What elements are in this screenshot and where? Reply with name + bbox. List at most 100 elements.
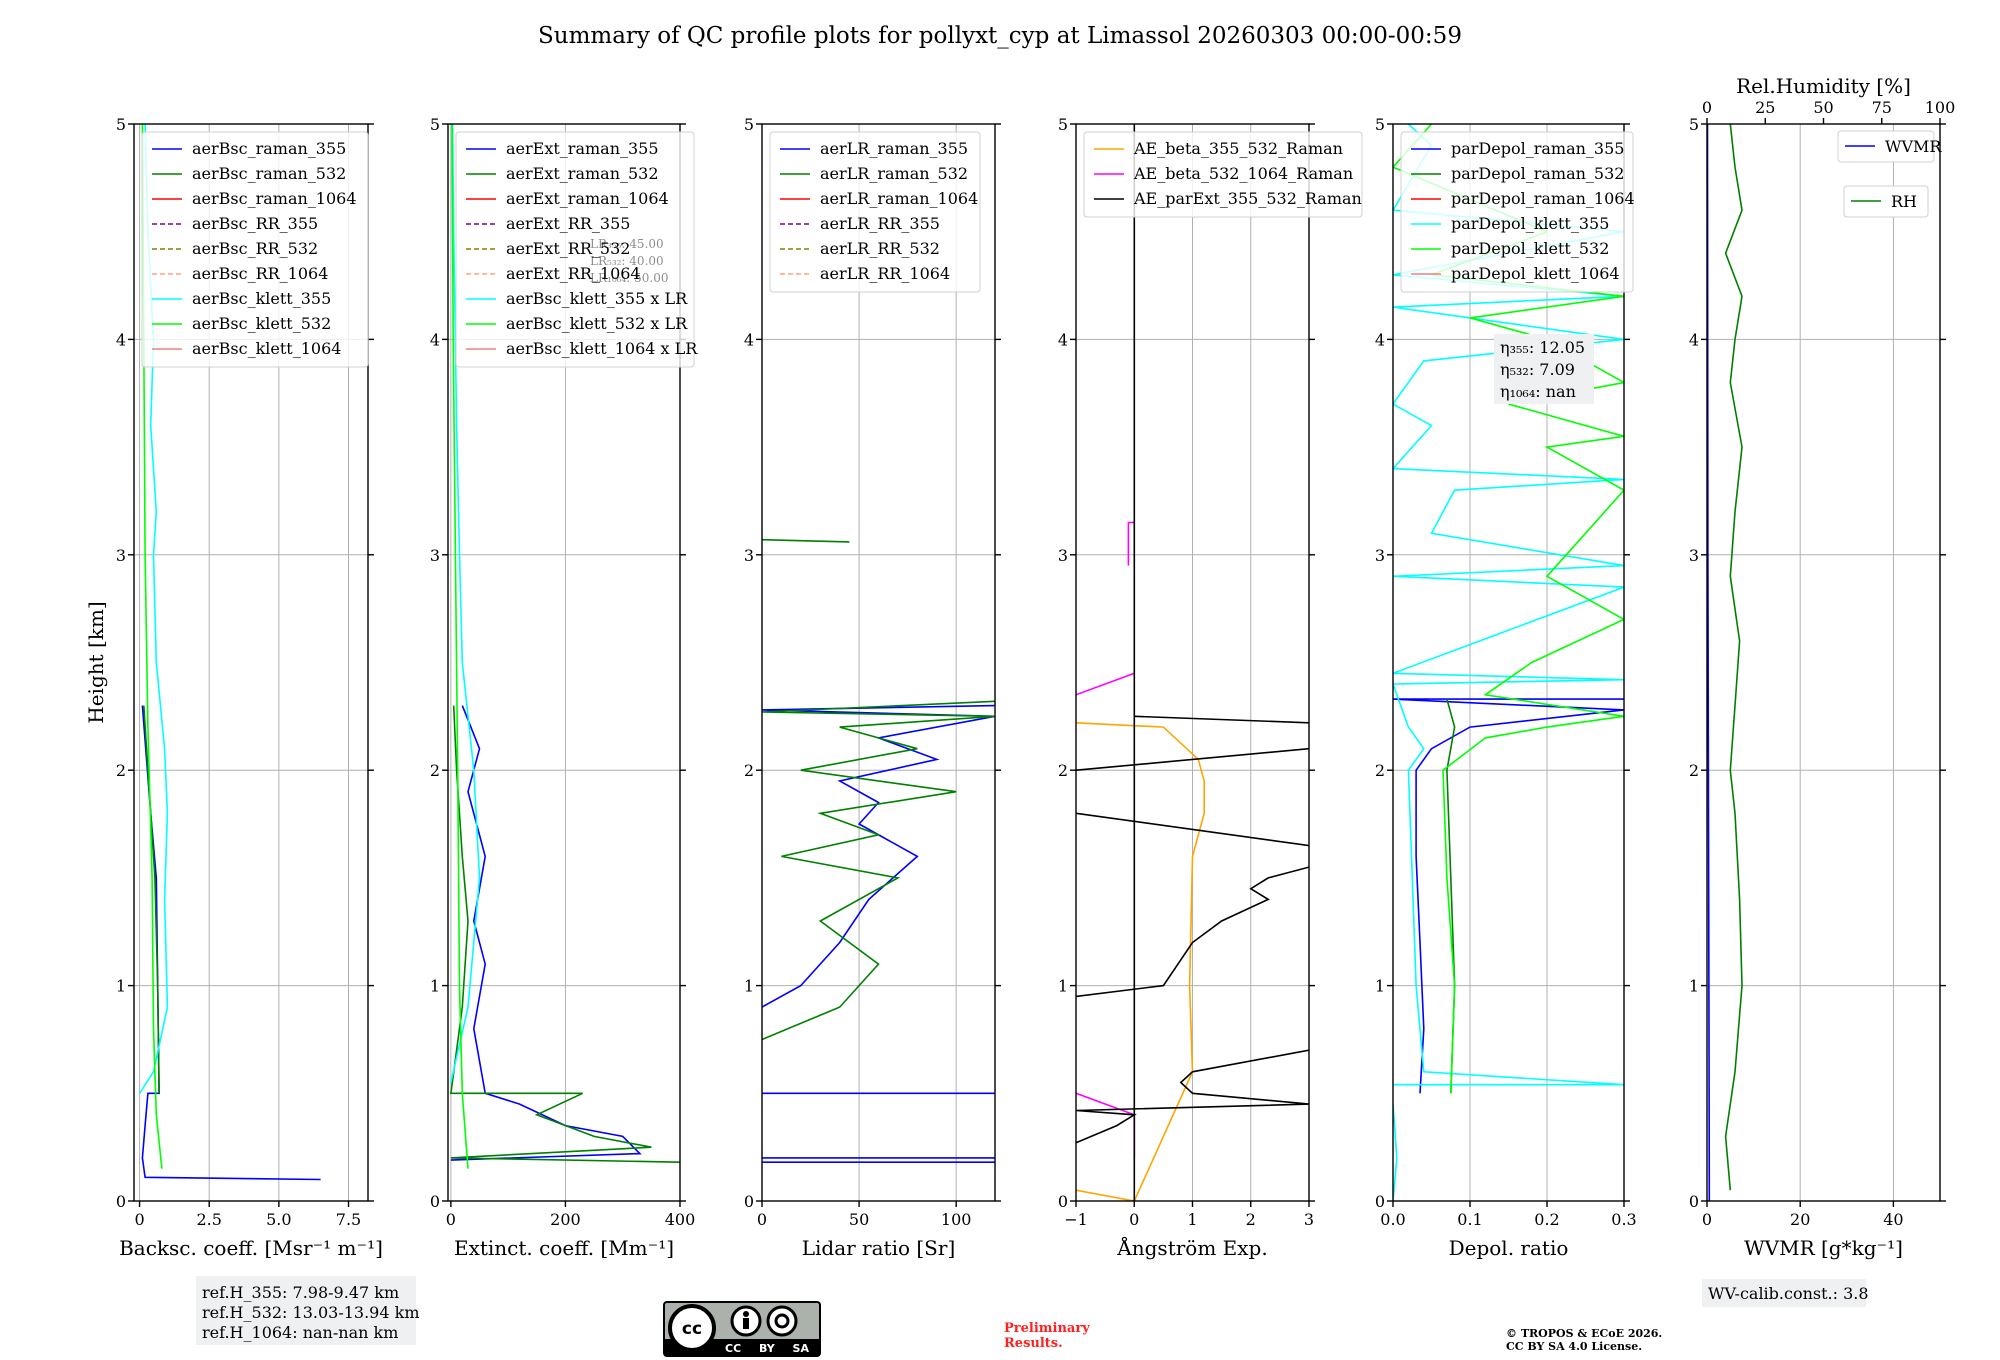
ref-h-532: ref.H_532: 13.03-13.94 km (202, 1303, 420, 1322)
series-aerExt_raman_355 (450, 705, 642, 1161)
legend-label: aerBsc_klett_532 (192, 314, 331, 333)
y-tick-label: 1 (1689, 977, 1699, 996)
legend-label: parDepol_raman_532 (1451, 164, 1624, 183)
y-tick-label: 4 (116, 330, 126, 349)
lr-value: LR₃₅₅: 45.00 (590, 237, 664, 251)
panel-extinction: 0 1 2 3 4 5 0 200 400 Extinct. coeff. [Mm⁻¹] aerEx… (430, 115, 698, 1260)
legend-label: aerBsc_raman_355 (192, 139, 346, 158)
cc-license-label: CC BY SA (725, 1342, 809, 1355)
legend-rh: RH (1843, 185, 1929, 218)
axes-frame (447, 123, 681, 1202)
y-tick-label: 0 (744, 1192, 754, 1211)
x-tick-label: 400 (665, 1210, 696, 1229)
y-tick-label: 2 (744, 761, 754, 780)
series-aerBsc_klett_355 x LR (450, 124, 481, 1083)
x-tick-label: 0.3 (1611, 1210, 1636, 1229)
legend-label: aerLR_raman_532 (820, 164, 968, 183)
series-parDepol_klett_355 (1393, 1104, 1398, 1201)
y-tick-label: 3 (430, 546, 440, 565)
top-tick-label: 25 (1755, 98, 1775, 117)
y-tick-label: 3 (1375, 546, 1385, 565)
y-tick-label: 1 (430, 977, 440, 996)
x-tick-label: 0.2 (1534, 1210, 1559, 1229)
legend-label: aerExt_RR_532 (506, 239, 630, 258)
legend-label: aerBsc_klett_1064 (192, 339, 341, 358)
series-aerLR_raman_532_b (762, 538, 850, 543)
y-tick-label: 5 (1375, 115, 1385, 134)
y-tick-label: 2 (1375, 761, 1385, 780)
x-tick-label: 2 (1246, 1210, 1256, 1229)
legend-label: AE_beta_532_1064_Raman (1133, 164, 1353, 183)
y-tick-label: 1 (1375, 977, 1385, 996)
legend-label: parDepol_klett_1064 (1451, 264, 1620, 283)
series-aerBsc_raman_532 (143, 705, 160, 1094)
eta-value: η₁₀₆₄: nan (1500, 382, 1576, 401)
y-tick-label: 5 (1689, 115, 1699, 134)
legend-label: aerExt_raman_355 (506, 139, 659, 158)
y-tick-label: 0 (116, 1192, 126, 1211)
x-axis-label: WVMR [g*kg⁻¹] (1744, 1236, 1903, 1260)
svg-text:cc: cc (682, 1319, 702, 1339)
y-tick-label: 3 (1058, 546, 1068, 565)
series-aerBsc_klett_532 (141, 124, 163, 1169)
x-tick-label: −1 (1064, 1210, 1088, 1229)
x-tick-label: 40 (1883, 1210, 1903, 1229)
x-tick-label: 0.0 (1380, 1210, 1405, 1229)
legend-label: aerBsc_klett_1064 x LR (506, 339, 698, 358)
series-aerLR_raman_355 (762, 704, 995, 1008)
x-axis-label: Ångström Exp. (1116, 1235, 1267, 1260)
top-tick-label: 100 (1925, 98, 1956, 117)
lr-value: LR₅₃₂: 40.00 (590, 254, 664, 268)
legend-label: aerLR_RR_1064 (820, 264, 950, 283)
legend-label: AE_beta_355_532_Raman (1133, 139, 1343, 158)
series-parDepol_klett_532 (1393, 124, 1624, 1094)
legend-label: aerBsc_raman_1064 (192, 189, 357, 208)
y-tick-label: 3 (1689, 546, 1699, 565)
eta-value: η₅₃₂: 7.09 (1500, 360, 1575, 379)
y-tick-label: 0 (1375, 1192, 1385, 1211)
axes-frame (761, 123, 996, 1202)
y-tick-label: 3 (116, 546, 126, 565)
legend-label: aerExt_raman_1064 (506, 189, 669, 208)
y-tick-label: 0 (1689, 1192, 1699, 1211)
x-tick-label: 50 (849, 1210, 869, 1229)
axes-frame (133, 123, 369, 1202)
legend-label: aerBsc_RR_1064 (192, 264, 328, 283)
series-AE_parExt_355_532_Raman_f (1134, 715, 1309, 724)
series-AE_beta_532_1064_Raman_c (1127, 521, 1135, 566)
top-tick-label: 75 (1872, 98, 1892, 117)
y-tick-label: 4 (1689, 330, 1699, 349)
y-tick-label: 4 (1058, 330, 1068, 349)
figure-title: Summary of QC profile plots for pollyxt_… (538, 23, 1462, 49)
y-tick-label: 2 (116, 761, 126, 780)
legend-label: aerLR_raman_355 (820, 139, 968, 158)
y-tick-label: 0 (1058, 1192, 1068, 1211)
x-axis-label: Backsc. coeff. [Msr⁻¹ m⁻¹] (119, 1236, 383, 1260)
legend: parDepol_raman_355 parDepol_raman_532 parD… (1400, 131, 1635, 293)
legend-label: aerBsc_klett_355 (192, 289, 331, 308)
x-tick-label: 0 (446, 1210, 456, 1229)
y-tick-label: 0 (430, 1192, 440, 1211)
x-tick-label: 7.5 (336, 1210, 361, 1229)
x-tick-label: 20 (1790, 1210, 1810, 1229)
legend-label: aerBsc_RR_532 (192, 239, 318, 258)
eta-annotation: η₃₅₅: 12.05 η₅₃₂: 7.09 η₁₀₆₄: nan (1494, 334, 1594, 404)
series-RH (1724, 124, 1743, 1191)
series-AE_beta_532_1064_Raman_b (1076, 672, 1135, 696)
x-tick-label: 0 (134, 1210, 144, 1229)
legend-label: aerExt_RR_355 (506, 214, 630, 233)
series-AE_parExt_355_532_Raman_d (1076, 812, 1309, 847)
legend-label: parDepol_klett_532 (1451, 239, 1609, 258)
x-tick-label: 0 (1702, 1210, 1712, 1229)
series-parDepol_raman_355 (1393, 698, 1624, 1094)
panel-depol: 0 1 2 3 4 5 0.0 0.1 0.2 0.3 Depol. ratio parDepol_r… (1375, 115, 1637, 1260)
ref-h-1064: ref.H_1064: nan-nan km (202, 1323, 398, 1342)
series-aerLR_raman_532 (762, 700, 995, 1041)
legend: aerBsc_raman_355 aerBsc_raman_532 aerBsc_r… (141, 131, 369, 368)
lr-annotation: LR₃₅₅: 45.00 LR₅₃₂: 40.00 LR₁₀₆₄: 50.00 (590, 237, 668, 285)
y-tick-label: 2 (430, 761, 440, 780)
y-tick-label: 1 (116, 977, 126, 996)
